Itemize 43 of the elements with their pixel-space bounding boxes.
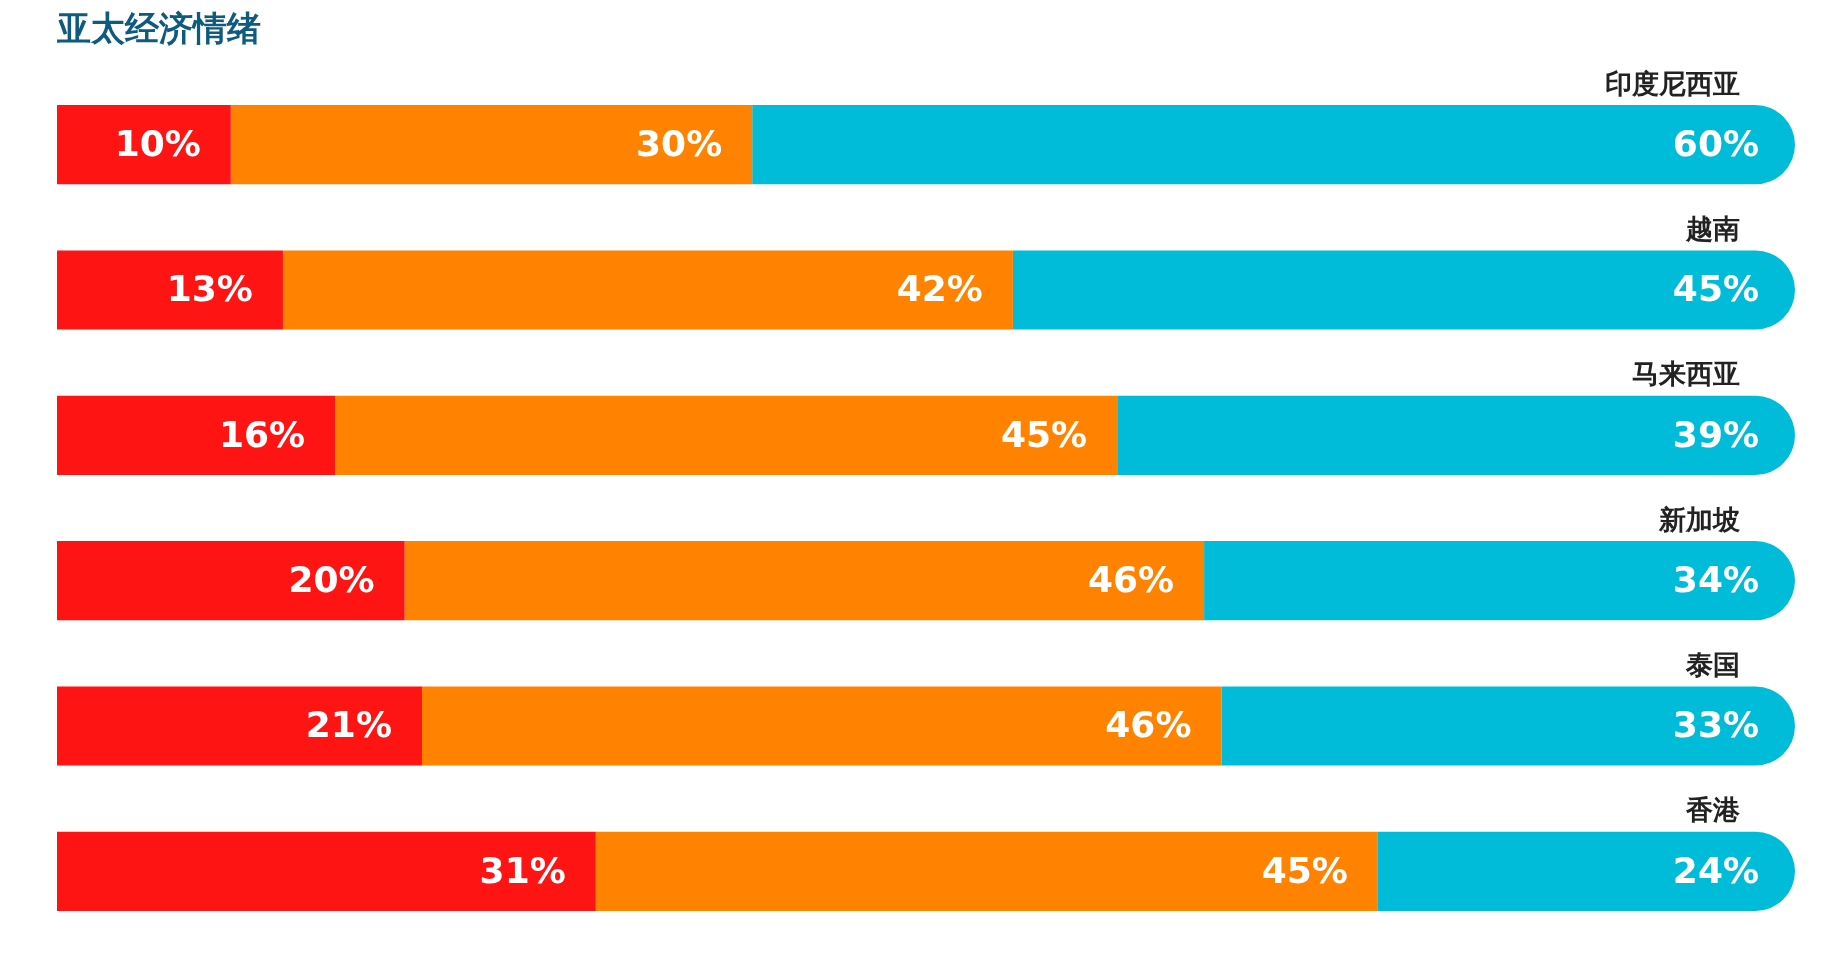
bar [404,541,1205,621]
data-label: 46% [1087,559,1175,601]
y-tick-label: 印度尼西亚 [1605,67,1740,99]
bar [1204,541,1795,621]
bar [1377,831,1795,911]
y-tick-label: 新加坡 [1658,503,1740,535]
y-tick-label: 马来西亚 [1632,358,1740,390]
bar [57,395,336,475]
bar [57,105,231,185]
data-label: 46% [1105,704,1192,746]
data-label: 20% [288,559,375,601]
data-label: 45% [1261,849,1348,891]
data-label: 45% [1001,413,1088,455]
bar [595,831,1378,911]
data-label: 13% [166,268,253,310]
bar [57,250,283,330]
y-tick-label: 越南 [1685,212,1740,244]
bar [421,686,1222,766]
y-tick-label: 香港 [1685,794,1741,826]
data-label: 16% [218,413,306,455]
bar [57,541,405,621]
y-tick-label: 泰国 [1685,648,1740,680]
bar [752,105,1795,185]
bar [230,105,753,185]
data-label: 60% [1672,123,1759,165]
bar [57,686,422,766]
data-label: 24% [1672,849,1759,891]
bar [57,831,596,911]
bar [282,250,1013,330]
data-label: 31% [479,849,566,891]
data-label: 39% [1672,413,1759,455]
bar [1012,250,1795,330]
data-label: 33% [1672,704,1759,746]
data-label: 45% [1672,268,1759,310]
data-label: 10% [114,123,201,165]
bar [1221,686,1795,766]
data-label: 30% [636,123,723,165]
bar [1117,395,1795,475]
data-label: 42% [896,268,983,310]
data-label: 21% [305,704,392,746]
bar [335,395,1118,475]
data-label: 34% [1672,559,1759,601]
chart-title: 亚太经济情绪 [57,7,261,50]
